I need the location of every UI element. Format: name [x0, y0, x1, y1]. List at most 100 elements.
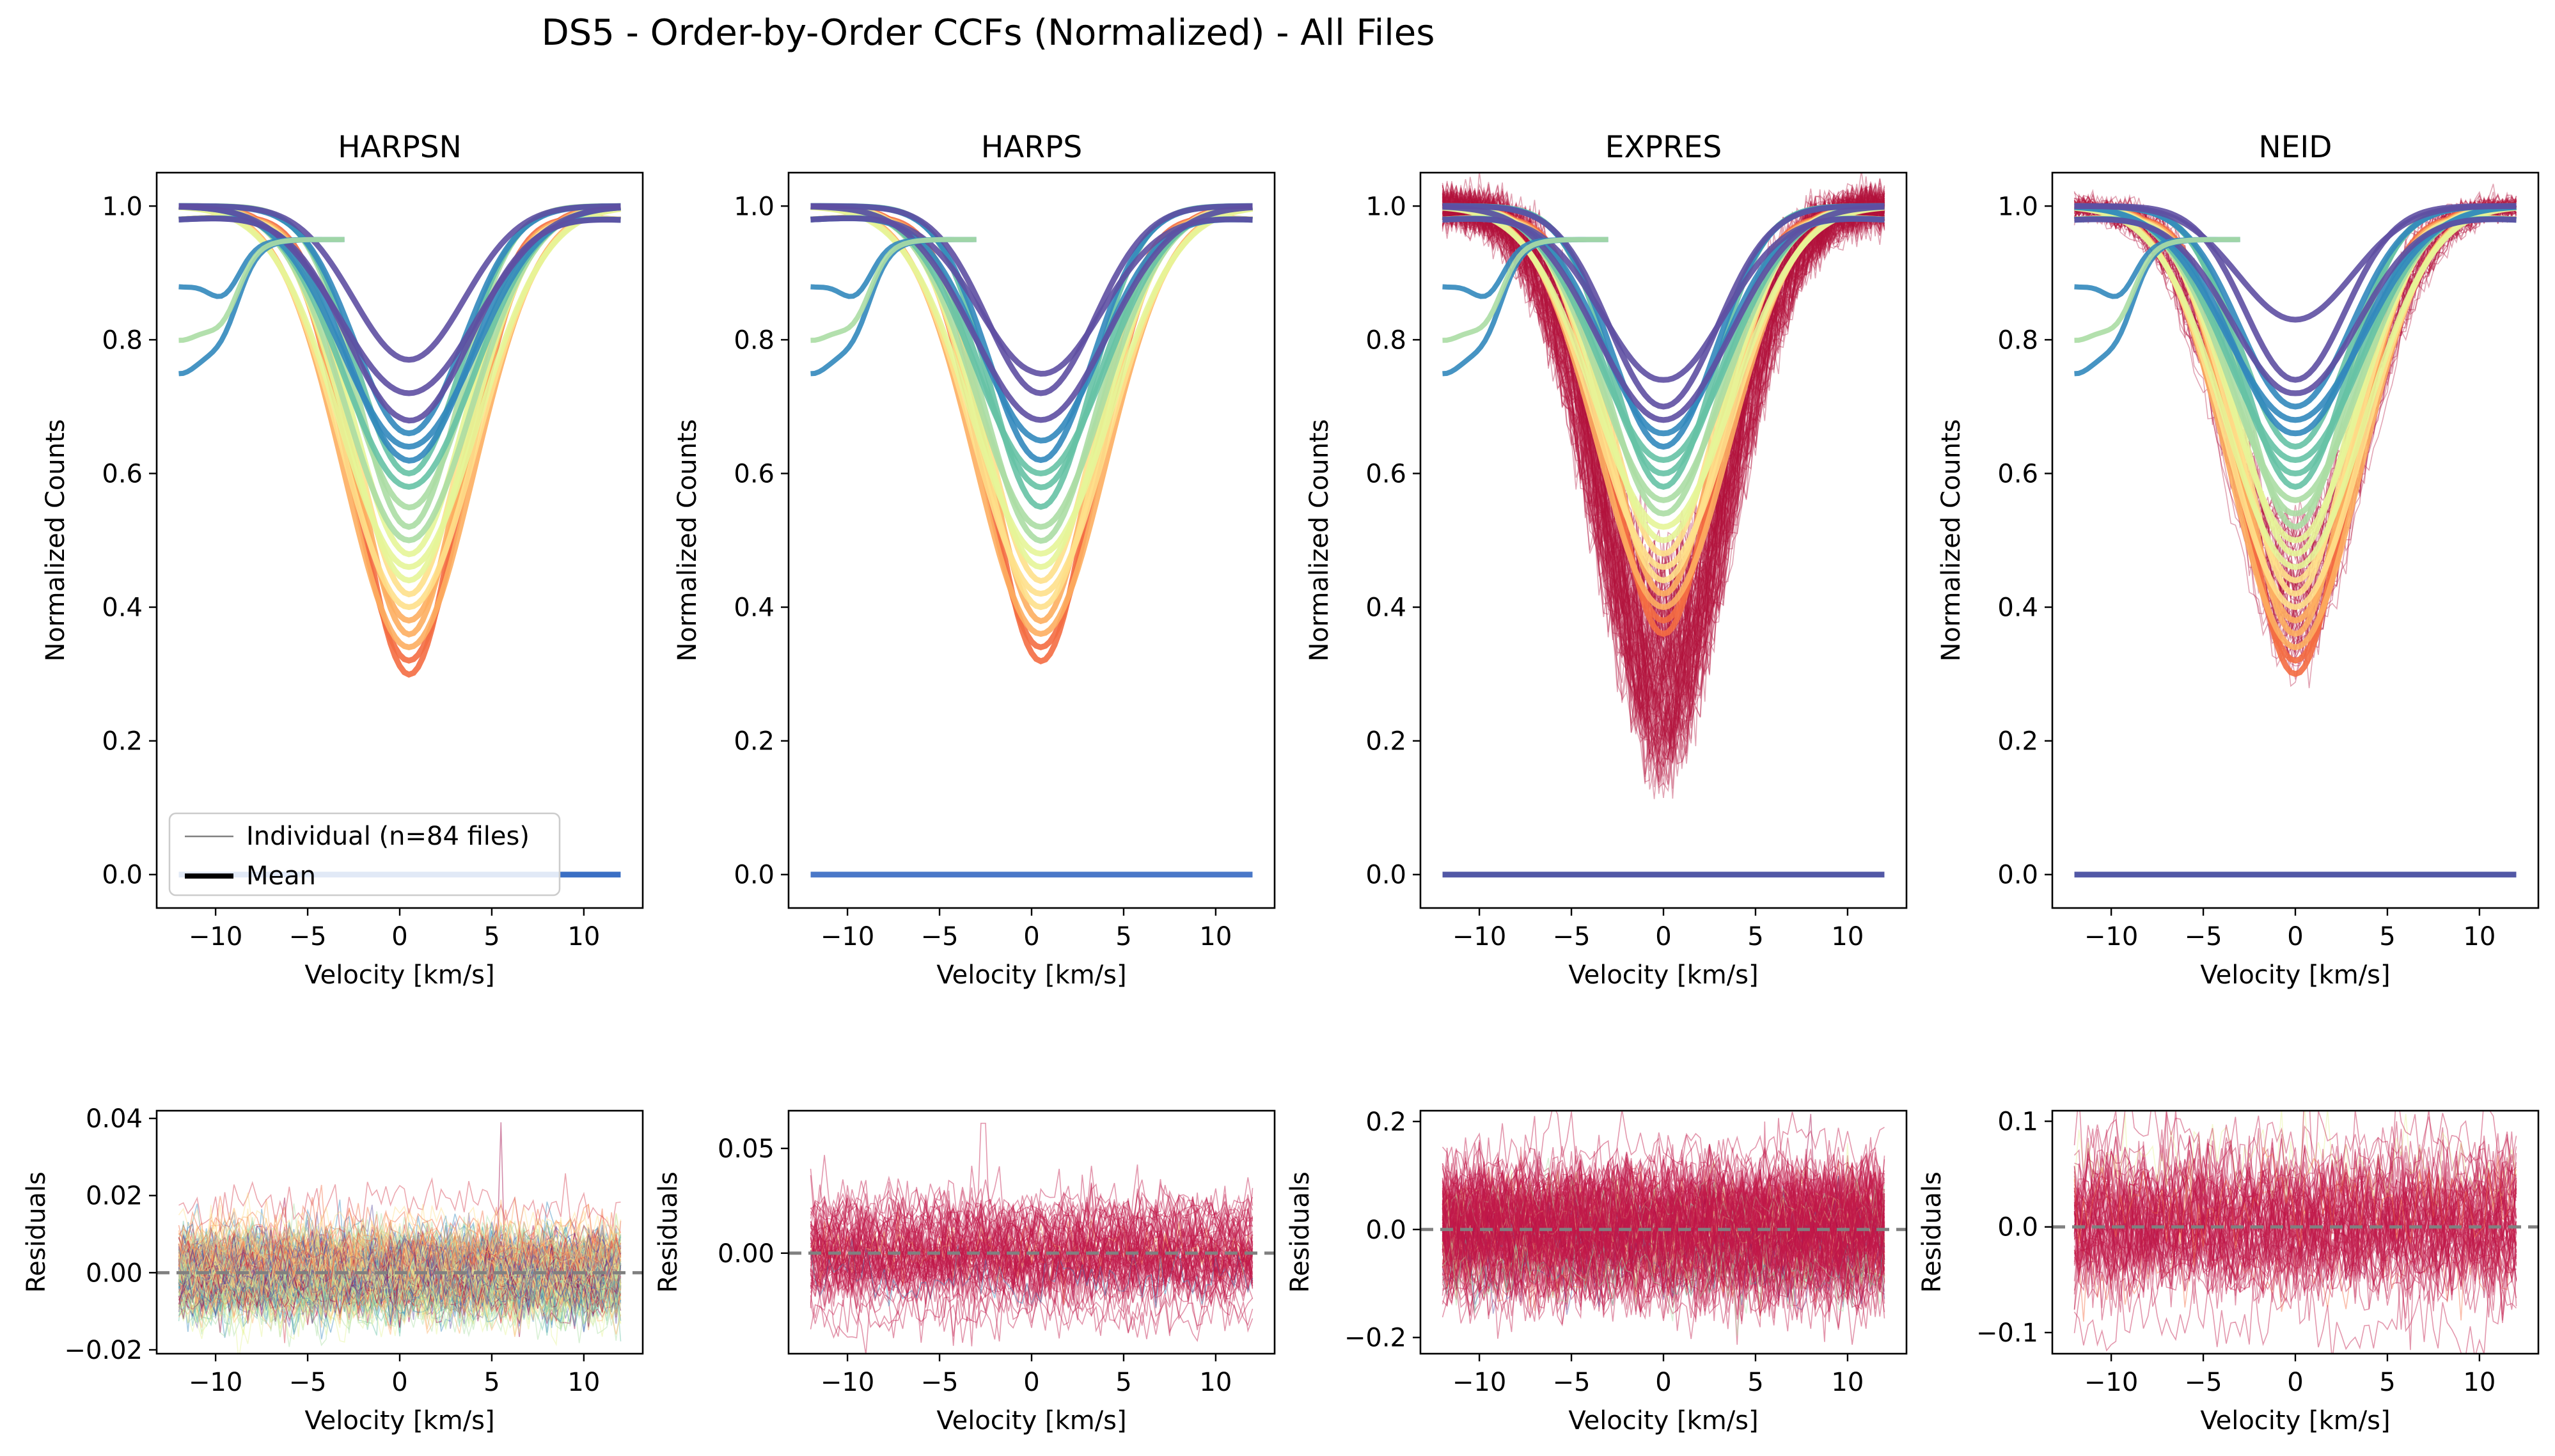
residual-line — [2073, 1186, 2517, 1278]
ccf-individual-line — [1442, 192, 1885, 757]
resid-1-frame — [787, 1109, 1276, 1355]
residual-line — [1442, 1147, 1885, 1256]
residual-line — [1442, 1209, 1885, 1297]
residual-line — [2073, 1129, 2517, 1227]
ccf-order-mean-line — [2074, 203, 2517, 530]
ccf-0-xtick-label: −10 — [189, 922, 242, 951]
residual-line — [810, 1164, 1254, 1257]
ccf-2-xtick-label: 10 — [1831, 922, 1864, 951]
residual-line — [810, 1166, 1254, 1239]
residual-line — [1442, 1160, 1885, 1258]
residual-line — [178, 1241, 622, 1343]
legend-individual-label: Individual (n=84 files) — [246, 822, 530, 851]
residual-line — [178, 1259, 622, 1323]
residual-line — [2073, 1111, 2517, 1204]
residual-line — [1442, 1215, 1885, 1339]
residual-line — [178, 1221, 622, 1298]
ccf-order-mean-line — [2074, 204, 2517, 503]
residual-line — [810, 1177, 1254, 1257]
ccf-0-ytick-label: 0.6 — [102, 459, 143, 489]
ccf-order-mean-line — [178, 204, 622, 570]
residual-line — [178, 1263, 622, 1337]
residual-line — [178, 1122, 622, 1312]
residual-line — [1442, 1174, 1885, 1260]
residual-line — [1442, 1180, 1885, 1292]
residual-line — [178, 1244, 622, 1317]
residual-line — [1442, 1155, 1885, 1246]
residual-line — [178, 1205, 622, 1283]
residual-line — [178, 1237, 622, 1310]
resid-0-axes: −10 −5 0 5 10 −0.02 0.00 0.02 0.04 Velocity [km/s… — [22, 1104, 644, 1436]
residual-line — [1442, 1116, 1885, 1219]
residual-line — [1442, 1234, 1885, 1336]
residual-line — [1442, 1177, 1885, 1280]
ccf-1-xlabel: Velocity [km/s] — [936, 960, 1126, 990]
residual-line — [178, 1199, 622, 1276]
residual-line — [178, 1253, 622, 1313]
residual-line — [1442, 1203, 1885, 1305]
residual-line — [810, 1212, 1254, 1293]
residual-line — [1442, 1213, 1885, 1293]
residual-line — [1442, 1212, 1885, 1307]
ccf-2-ytick-label: 0.0 — [1365, 861, 1406, 890]
resid-1-ytick-label: 0.00 — [718, 1239, 774, 1269]
residual-line — [178, 1229, 621, 1291]
residual-line — [810, 1210, 1254, 1288]
ccf-individual-line — [1442, 180, 1885, 702]
residual-line — [178, 1242, 622, 1288]
residual-line — [1442, 1195, 1885, 1281]
residual-line — [810, 1235, 1254, 1303]
residual-line — [2073, 1161, 2517, 1283]
residual-line — [178, 1214, 622, 1294]
residual-line — [178, 1255, 622, 1331]
residual-line — [810, 1200, 1254, 1285]
ccf-3-ylabel: Normalized Counts — [1937, 419, 1966, 661]
residual-line — [1442, 1158, 1885, 1249]
residual-line — [810, 1175, 1254, 1250]
ccf-individual-line — [1442, 186, 1885, 684]
residual-line — [178, 1213, 622, 1289]
residual-line — [178, 1246, 622, 1317]
residual-line — [1442, 1151, 1885, 1255]
ccf-1-xtick-label: 10 — [1199, 922, 1232, 951]
ccf-individual-line — [1442, 196, 1885, 754]
residual-line — [178, 1240, 622, 1303]
residual-line — [810, 1214, 1254, 1287]
residual-line — [178, 1219, 622, 1294]
ccf-0-axes: −10 −5 0 5 10 0.0 0.2 0.4 0.6 0.8 1.0 Velocity [km/… — [41, 130, 644, 990]
ccf-order-mean-line — [810, 203, 1253, 510]
residual-line — [2073, 1173, 2517, 1267]
residual-line — [1442, 1178, 1885, 1307]
residual-line — [810, 1267, 1254, 1354]
ccf-1-ytick-label: 0.8 — [734, 325, 774, 355]
residual-line — [178, 1218, 621, 1290]
residual-line — [2073, 1169, 2517, 1272]
resid-3-xtick-label: −5 — [2185, 1368, 2222, 1397]
ccf-3-ytick-label: 0.0 — [1997, 861, 2038, 890]
residual-line — [2073, 1153, 2517, 1261]
residual-line — [178, 1215, 622, 1279]
residual-line — [1442, 1142, 1885, 1246]
resid-2-xtick-label: 5 — [1747, 1368, 1763, 1397]
residual-line — [2073, 1168, 2517, 1271]
residual-line — [178, 1233, 622, 1311]
residual-line — [2073, 1212, 2517, 1301]
residual-line — [1442, 1164, 1885, 1252]
residual-line — [178, 1227, 622, 1289]
residual-line — [1442, 1190, 1885, 1287]
residual-line — [1442, 1144, 1885, 1246]
residual-line — [1442, 1148, 1885, 1244]
residual-line — [178, 1217, 621, 1286]
residual-line — [1442, 1204, 1885, 1345]
residual-line — [2073, 1218, 2517, 1334]
residual-line — [810, 1235, 1254, 1297]
ccf-edge-line — [810, 237, 977, 343]
residual-line — [1442, 1160, 1885, 1245]
residual-line — [178, 1222, 622, 1292]
ccf-order-mean-line — [178, 215, 621, 464]
ccf-0-ytick-label: 0.8 — [102, 325, 143, 355]
residual-line — [1442, 1152, 1885, 1263]
residual-line — [178, 1235, 621, 1313]
residual-line — [1442, 1232, 1885, 1313]
ccf-3-frame — [2051, 171, 2540, 909]
